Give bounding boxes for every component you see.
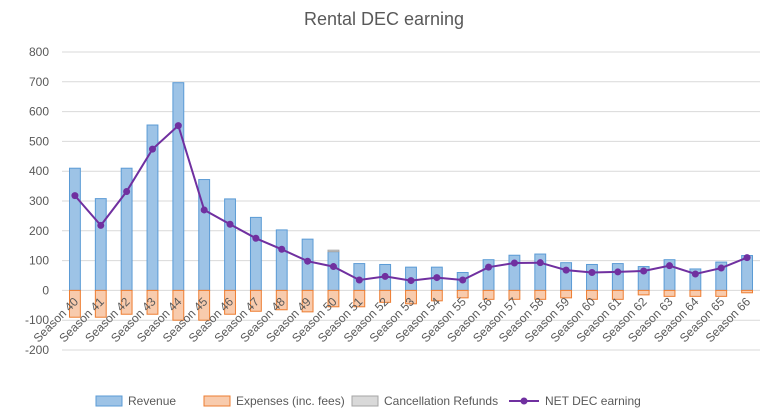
bar-cancellation-refunds [327,249,340,253]
y-tick-label: -100 [25,313,49,327]
bar-expenses-inc-fees [430,289,443,302]
bar-expenses-inc-fees [327,289,340,308]
legend-label: Revenue [128,394,176,408]
legend-swatch [203,395,231,407]
bar-expenses-inc-fees [405,289,417,305]
net-point [510,259,518,267]
bar-revenue [611,263,624,291]
net-point [407,277,415,285]
net-point [200,206,208,214]
bar-expenses-inc-fees [301,289,314,313]
net-point [588,269,596,277]
net-point [459,276,467,284]
legend-swatch [95,395,123,407]
bar-expenses-inc-fees [275,289,288,311]
net-point [485,263,493,271]
y-tick-label: 400 [29,164,49,178]
bar-expenses-inc-fees [146,289,159,315]
legend-label: Expenses (inc. fees) [236,394,345,408]
bar-revenue [224,198,236,291]
y-tick-label: 500 [29,134,49,148]
legend-swatch [351,395,379,407]
bar-expenses-inc-fees [689,289,702,297]
bar-revenue [275,229,288,291]
net-point [355,276,363,284]
bar-expenses-inc-fees [508,289,521,300]
bar-revenue [301,238,314,291]
net-point [304,257,312,265]
y-tick-label: 100 [29,254,49,268]
bar-revenue [327,251,340,291]
bar-expenses-inc-fees [663,289,676,297]
net-point [148,145,156,153]
net-point [691,270,699,278]
net-point [381,272,389,280]
bar-expenses-inc-fees [379,289,392,303]
bar-revenue [586,263,598,291]
bar-expenses-inc-fees [586,289,598,300]
legend-label: NET DEC earning [545,394,641,408]
y-tick-label: -200 [25,343,49,357]
net-point [717,264,725,272]
y-tick-label: 300 [29,194,49,208]
bar-expenses-inc-fees [68,289,81,318]
net-point [562,266,570,274]
net-line [71,122,751,285]
bar-expenses-inc-fees [741,289,754,294]
bar-expenses-inc-fees [637,289,650,296]
net-point [329,263,337,271]
net-point [97,221,105,229]
bar-expenses-inc-fees [482,289,495,300]
net-point [174,122,182,130]
y-tick-label: 800 [29,45,49,59]
bar-expenses-inc-fees [224,289,236,315]
net-point [640,267,648,275]
bar-expenses-inc-fees [715,289,728,297]
chart-title: Rental DEC earning [304,9,464,29]
bar-revenue [94,198,107,291]
bar-revenue [172,82,185,291]
legend-label: Cancellation Refunds [384,394,498,408]
net-point [71,192,79,200]
bar-expenses-inc-fees [94,289,107,318]
bar-expenses-inc-fees [353,289,366,308]
legend-swatch-marker [520,397,528,405]
net-point [226,220,234,228]
bar-expenses-inc-fees [120,289,133,315]
net-point [433,274,441,282]
net-point [743,254,751,262]
net-point [278,245,286,253]
net-point [123,187,131,195]
net-point [614,268,622,276]
net-point [252,234,260,242]
legend: Revenue Expenses (inc. fees) Cancellation … [95,394,641,408]
bar-expenses-inc-fees [249,289,262,312]
bar-expenses-inc-fees [456,289,469,299]
bar-revenue [68,167,81,291]
bar-revenue [249,216,262,291]
y-axis-ticks: -200 -100 0 100 200 300 400 500 600 700 800 [25,45,49,357]
y-tick-label: 0 [42,283,49,297]
y-tick-label: 600 [29,105,49,119]
bar-expenses-inc-fees [560,289,573,299]
bar-expenses-inc-fees [198,289,211,321]
y-tick-label: 700 [29,75,49,89]
bar-expenses-inc-fees [534,289,547,300]
net-point [536,259,544,267]
bar-expenses-inc-fees [611,289,624,300]
net-point [666,262,674,270]
y-tick-label: 200 [29,224,49,238]
bar-expenses-inc-fees [172,289,185,321]
